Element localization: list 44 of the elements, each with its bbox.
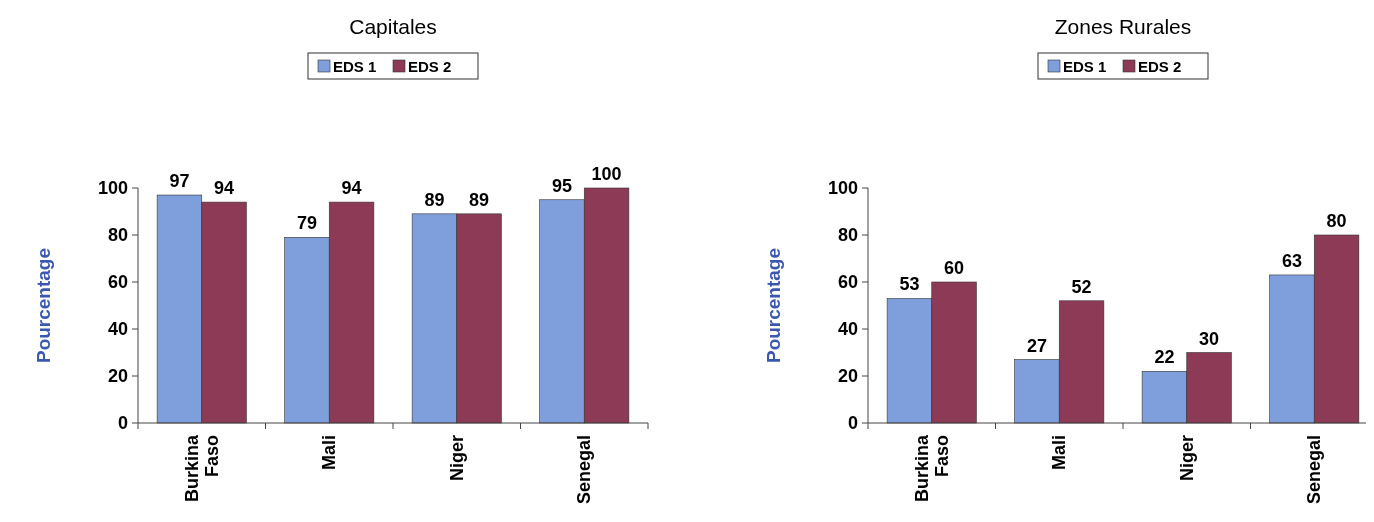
- data-label: 100: [591, 164, 622, 184]
- chart-title: Capitales: [349, 15, 437, 38]
- data-label: 94: [214, 178, 235, 199]
- x-tick-label: Mali: [1049, 435, 1070, 471]
- y-tick-label: 80: [837, 225, 858, 245]
- data-label: 89: [469, 189, 490, 210]
- x-tick-label: Senegal: [574, 435, 595, 505]
- y-tick-label: 20: [107, 366, 128, 386]
- y-tick-label: 40: [837, 319, 858, 339]
- data-label: 27: [1026, 335, 1047, 356]
- data-label: 89: [424, 189, 445, 210]
- x-tick-label: Niger: [446, 435, 467, 482]
- y-tick-label: 40: [107, 319, 128, 339]
- data-label: 95: [551, 175, 572, 196]
- chart-title: Zones Rurales: [1054, 15, 1192, 38]
- legend-label: EDS 2: [1138, 58, 1182, 75]
- y-tick-label: 100: [827, 178, 858, 198]
- data-label: 94: [341, 178, 362, 199]
- data-label: 22: [1154, 347, 1175, 368]
- legend-label: EDS 2: [408, 58, 452, 75]
- data-label: 63: [1281, 250, 1302, 271]
- x-tick-label: Mali: [319, 435, 340, 471]
- legend-label: EDS 1: [1063, 58, 1107, 75]
- data-label: 52: [1071, 276, 1092, 297]
- x-tick-label: Senegal: [1304, 435, 1325, 505]
- data-label: 60: [944, 258, 965, 278]
- y-tick-label: 60: [837, 272, 858, 292]
- x-tick-label: Burkina Faso: [181, 434, 222, 503]
- data-label: 80: [1326, 211, 1347, 231]
- y-axis-title: Pourcentage: [33, 247, 54, 364]
- data-label: 79: [296, 213, 317, 234]
- data-label: 53: [899, 274, 920, 295]
- y-tick-label: 80: [107, 225, 128, 245]
- data-label: 97: [169, 171, 190, 192]
- y-axis-title: Pourcentage: [763, 247, 784, 364]
- y-tick-label: 0: [847, 413, 858, 433]
- x-tick-label: Niger: [1176, 435, 1197, 482]
- x-tick-label: Burkina Faso: [911, 434, 952, 503]
- legend-label: EDS 1: [333, 58, 377, 75]
- y-tick-label: 0: [117, 413, 128, 433]
- y-tick-label: 20: [837, 366, 858, 386]
- data-label: 30: [1199, 328, 1220, 349]
- y-tick-label: 100: [97, 178, 128, 198]
- y-tick-label: 60: [107, 272, 128, 292]
